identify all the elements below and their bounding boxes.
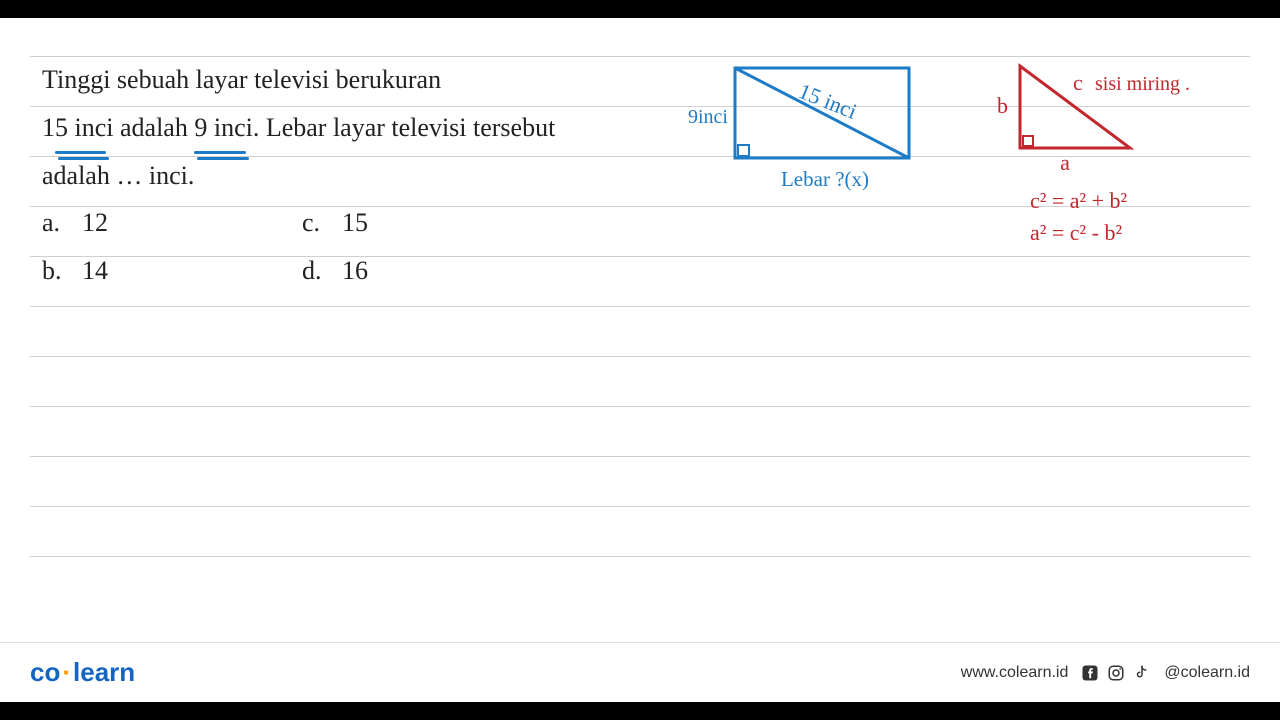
tv-diagonal [735, 68, 909, 158]
diagram-svg: 9inci 15 inci Lebar ?(x) b c a sisi miri… [680, 48, 1240, 268]
ruled-line [30, 406, 1250, 407]
question-text: Tinggi sebuah layar televisi berukuran 1… [42, 56, 682, 200]
question-line-1: Tinggi sebuah layar televisi berukuran [42, 56, 682, 104]
right-angle-marker-red [1023, 136, 1033, 146]
formula-2: a² = c² - b² [1030, 220, 1122, 245]
question-line-2: 15 inci adalah 9 inci. Lebar layar telev… [42, 104, 682, 152]
option-a: a. 12 [42, 208, 302, 238]
rect-width-label: Lebar ?(x) [781, 167, 869, 191]
footer-handle: @colearn.id [1164, 664, 1250, 682]
option-d: d. 16 [302, 256, 562, 286]
triangle-annotation: sisi miring . [1095, 73, 1190, 95]
triangle-a-label: a [1060, 150, 1070, 175]
footer-url: www.colearn.id [961, 664, 1069, 682]
facebook-icon [1080, 663, 1100, 683]
option-row-2: b. 14 d. 16 [42, 256, 562, 286]
question-line-3: adalah … inci. [42, 152, 682, 200]
ruled-line [30, 506, 1250, 507]
formula-1: c² = a² + b² [1030, 188, 1128, 213]
underline-9inci: 9 inc [194, 104, 245, 152]
colearn-logo: co·learn [30, 657, 135, 688]
ruled-line [30, 456, 1250, 457]
option-row-1: a. 12 c. 15 [42, 208, 562, 238]
footer: co·learn www.colearn.id @colearn.id [0, 642, 1280, 702]
ruled-line [30, 306, 1250, 307]
right-angle-marker-blue [738, 145, 749, 156]
triangle-b-label: b [997, 93, 1008, 118]
instagram-icon [1106, 663, 1126, 683]
ruled-line [30, 356, 1250, 357]
whiteboard-frame: Tinggi sebuah layar televisi berukuran 1… [0, 0, 1280, 720]
option-b: b. 14 [42, 256, 302, 286]
underline-15inci: 5 inc [55, 104, 106, 152]
diagram-area: 9inci 15 inci Lebar ?(x) b c a sisi miri… [680, 48, 1240, 268]
ruled-line [30, 556, 1250, 557]
logo-dot: · [62, 657, 71, 688]
social-icons [1080, 663, 1152, 683]
answer-options: a. 12 c. 15 b. 14 d. 16 [42, 208, 562, 304]
content-area: Tinggi sebuah layar televisi berukuran 1… [0, 18, 1280, 702]
option-c: c. 15 [302, 208, 562, 238]
footer-right: www.colearn.id @colearn.id [961, 663, 1250, 683]
tiktok-icon [1132, 663, 1152, 683]
triangle-c-label: c [1073, 70, 1083, 95]
rect-height-label: 9inci [688, 106, 728, 128]
